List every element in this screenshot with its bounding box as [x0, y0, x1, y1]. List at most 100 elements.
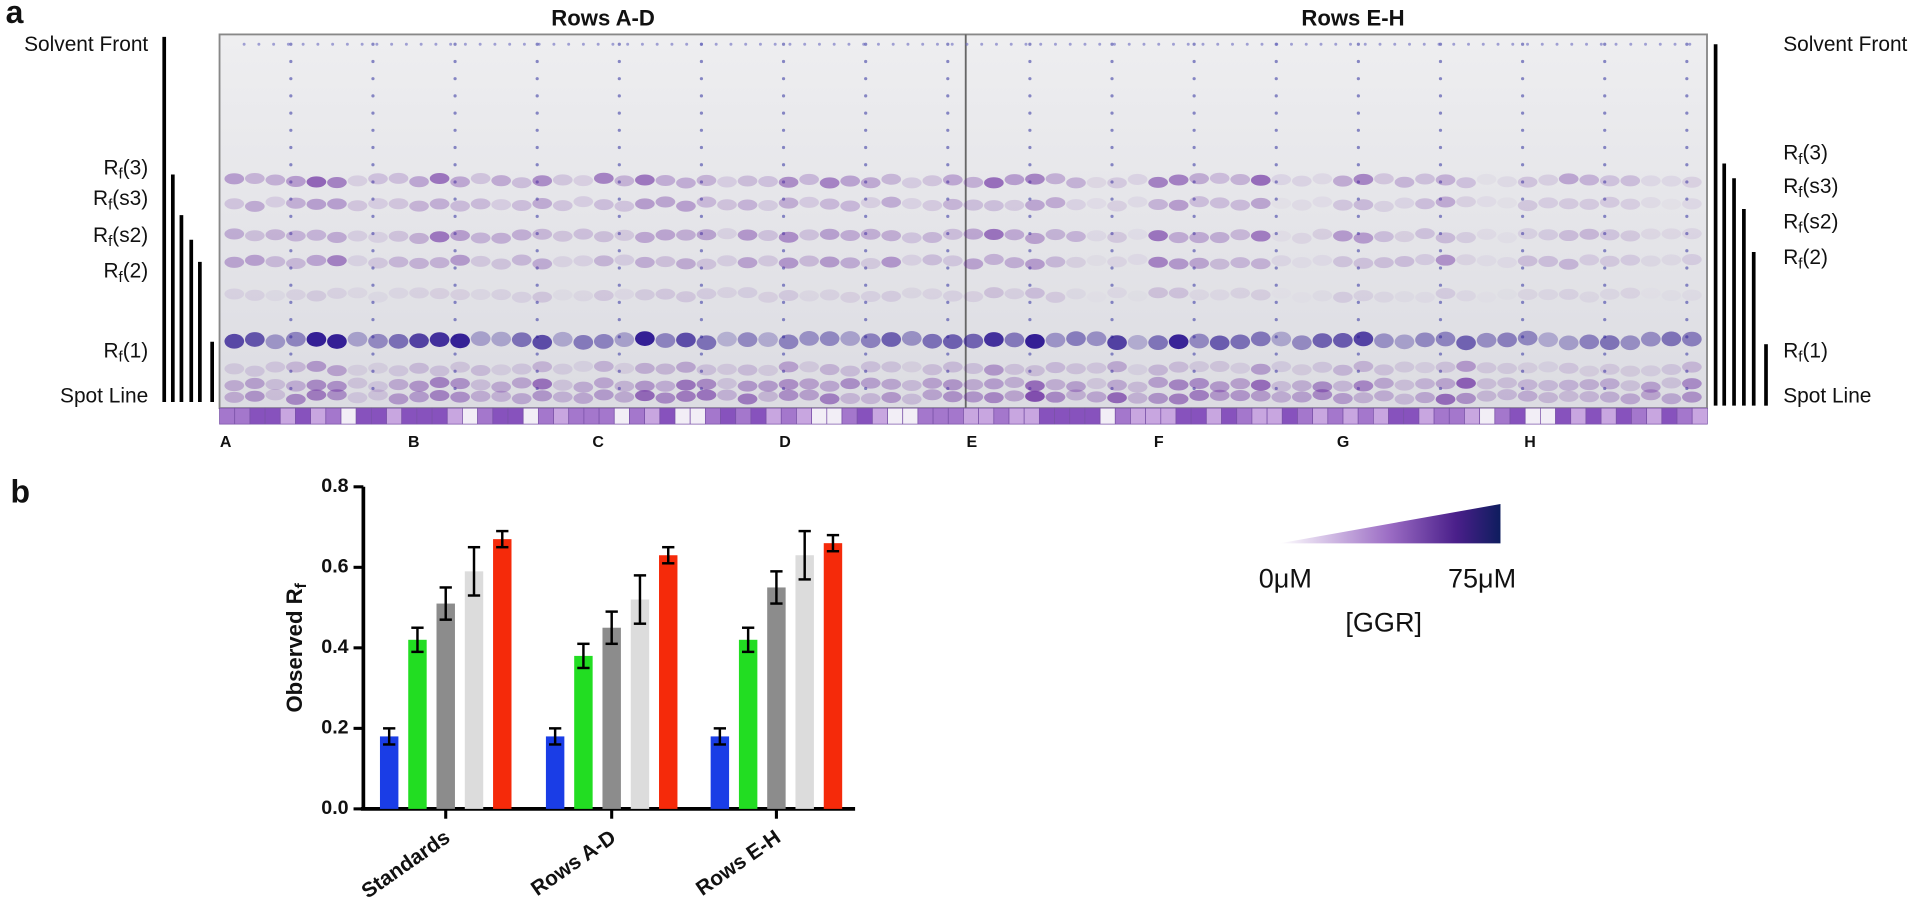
plate-dot	[781, 197, 786, 201]
plate-dot	[617, 180, 621, 184]
plate-dot	[1192, 128, 1196, 132]
spot	[1456, 196, 1476, 208]
plate-dot	[1521, 42, 1525, 46]
plate-dot	[1603, 318, 1607, 322]
spot	[286, 331, 306, 347]
spot	[1374, 377, 1394, 389]
plate-dot	[1685, 145, 1689, 150]
plate-dot	[1438, 197, 1443, 201]
spot	[1292, 292, 1312, 303]
spot	[1333, 364, 1353, 376]
plate-dot	[1274, 180, 1278, 184]
plate-dot	[617, 145, 621, 150]
error-bar	[713, 727, 727, 746]
plate-dot	[950, 42, 954, 46]
plate-dot	[1356, 128, 1360, 132]
plate-dot	[371, 180, 375, 184]
plate-dot	[1142, 42, 1146, 46]
plate-dot	[289, 145, 293, 150]
plate-dot	[371, 300, 375, 305]
rf-label-suffix: (s2)	[1802, 210, 1838, 233]
plate-dot	[1356, 386, 1360, 391]
spot	[696, 288, 717, 300]
y-axis-label-base: Observed R	[282, 588, 307, 712]
plate-dot	[1658, 42, 1662, 46]
plate-dot	[781, 369, 786, 373]
lane-cell	[750, 407, 767, 425]
spot	[1127, 228, 1148, 240]
spot	[244, 377, 265, 389]
spot	[1395, 291, 1415, 302]
plate-dot	[946, 180, 950, 184]
plate-dot	[596, 42, 600, 46]
spot	[244, 289, 265, 301]
plate-dot	[1083, 42, 1087, 46]
spot	[963, 228, 984, 240]
spot	[1128, 290, 1148, 301]
rf-label-base: R	[103, 259, 118, 282]
plate-dot	[1009, 42, 1013, 46]
lane-cell	[1464, 407, 1481, 425]
spot	[1620, 230, 1641, 242]
plate-dot	[699, 300, 704, 305]
plate-dot	[453, 94, 457, 98]
lane-cell	[462, 407, 479, 425]
spot	[1025, 380, 1045, 392]
spot	[1599, 288, 1620, 300]
plate-dot	[1438, 59, 1443, 64]
plate-dot	[617, 266, 621, 270]
plate-dot	[1603, 231, 1607, 236]
error-bar	[467, 545, 481, 597]
spot	[491, 258, 512, 270]
lane-cell	[735, 407, 752, 425]
plate-dot	[1349, 42, 1352, 46]
plate-dot	[1192, 369, 1196, 373]
spot	[635, 256, 655, 268]
spot	[614, 175, 635, 187]
plate-dot	[617, 352, 621, 356]
plate-dot	[535, 214, 539, 218]
spot	[984, 392, 1004, 404]
plate-dot	[1356, 283, 1360, 287]
plate-dot	[289, 231, 293, 236]
spot	[1558, 335, 1579, 351]
rf-label: Spot Line	[60, 385, 148, 408]
spot	[573, 360, 594, 372]
spot	[737, 287, 758, 299]
plate-dot	[1245, 42, 1249, 46]
spot	[881, 196, 902, 208]
plate-dot	[1438, 283, 1443, 287]
spot	[942, 290, 963, 302]
spot	[614, 288, 635, 300]
spot	[901, 198, 922, 210]
plate-dot	[453, 145, 457, 150]
spot	[635, 362, 655, 374]
spot	[635, 380, 655, 392]
spot	[1394, 197, 1415, 209]
plate-dot	[1356, 59, 1360, 64]
spot	[1004, 376, 1025, 388]
plate-dot	[1110, 59, 1114, 64]
spot	[1107, 231, 1127, 243]
spot	[306, 198, 327, 210]
spot	[1291, 232, 1312, 244]
gradient-wedge	[1279, 504, 1501, 544]
spot	[224, 173, 245, 185]
spot	[1661, 228, 1682, 240]
spot	[778, 197, 799, 209]
spot	[1415, 254, 1435, 266]
plate-dot	[331, 42, 335, 46]
spot	[552, 200, 573, 212]
spot	[901, 177, 922, 189]
plate-dot	[1028, 145, 1032, 150]
spot	[1025, 199, 1045, 211]
spot	[286, 175, 306, 187]
spot	[1025, 390, 1045, 402]
lane-cell	[1084, 407, 1101, 425]
spot	[532, 291, 553, 303]
plate-dot	[1356, 300, 1360, 305]
spot	[1517, 288, 1538, 300]
spot	[1558, 198, 1579, 210]
plate-dot	[1110, 352, 1114, 356]
spot	[1148, 364, 1168, 376]
